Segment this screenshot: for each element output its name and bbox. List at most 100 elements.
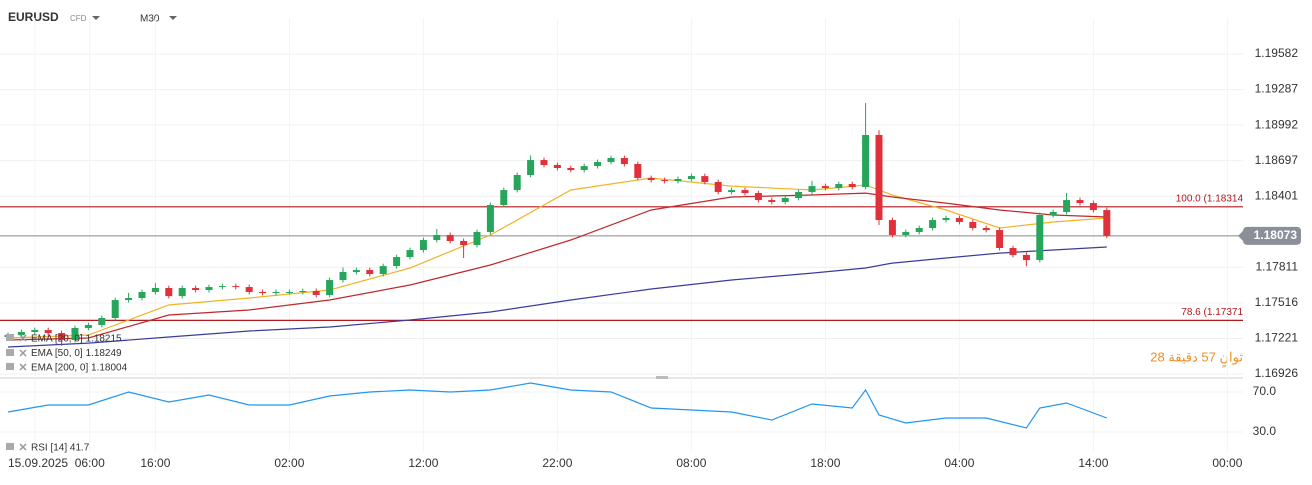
x-tick-label: 14:00 [1078,456,1108,470]
candle-body [393,257,401,267]
ema-line [7,192,1107,341]
candle-body [929,220,937,228]
candle-body [98,318,106,325]
candle-body [808,186,816,192]
candle-body [1049,211,1057,215]
candle-body [540,160,548,165]
candle-body [473,231,481,245]
plot-layer [0,18,1243,452]
candle-body [299,291,307,293]
candle-body [285,291,293,293]
rsi-tick-label: 30.0 [1253,424,1277,438]
candle-body [111,300,119,318]
candle-body [674,178,682,182]
y-tick-label: 1.17516 [1255,295,1299,309]
x-tick-label: 15.09.2025 [8,456,68,470]
candle-body [768,200,776,202]
candle-body [165,288,173,297]
candle-body [942,218,950,221]
candle-body [245,287,253,292]
candle-body [192,288,200,291]
candle-body [366,270,374,275]
candle-body [259,291,267,294]
candle-body [84,324,92,328]
x-tick-label: 08:00 [676,456,706,470]
y-tick-label: 1.16926 [1255,366,1299,380]
candle-body [513,174,521,191]
timeframe[interactable]: M30 [140,14,160,25]
candle-body [821,186,829,188]
x-tick-label: 18:00 [810,456,840,470]
y-tick-label: 1.17221 [1255,331,1299,345]
candle-body [754,193,762,201]
ema-line [7,246,1107,348]
x-tick-label: 00:00 [1212,456,1242,470]
candle-body [446,234,454,242]
current-price-badge [1243,226,1301,245]
candle-body [500,190,508,205]
rsi-line [7,382,1108,429]
legend-icon[interactable] [6,363,14,370]
candle-body [1063,200,1071,212]
legend-icons [6,334,27,451]
candle-body [567,168,575,171]
candle-body [888,220,896,235]
current-price-label: 1.18073 [1254,228,1298,242]
candle-body [419,240,427,251]
candle-body [955,218,963,222]
candle-body [915,228,923,232]
y-tick-label: 1.19287 [1255,82,1299,96]
candle-body [848,184,856,188]
candle-body [205,287,213,291]
y-tick-label: 1.18992 [1255,117,1299,131]
candle-body [151,288,159,292]
candle-body [460,241,468,245]
x-tick-label: 02:00 [274,456,304,470]
candle-body [875,134,883,221]
legend-icon[interactable] [6,349,14,356]
candle-body [272,291,280,294]
candle-body [17,331,25,335]
x-tick-label: 04:00 [944,456,974,470]
x-tick-label: 22:00 [542,456,572,470]
legend-entry: EMA [50, 0] 1.18249 [31,348,122,359]
x-tick-label: 06:00 [75,456,105,470]
y-tick-label: 1.18401 [1255,188,1299,202]
legend-entry: EMA [200, 0] 1.18004 [31,363,128,374]
fib-level-label: 78.6 (1.17371 [1181,307,1243,318]
candle-body [741,190,749,194]
candle-body [553,164,561,168]
legend-icon[interactable] [6,443,14,450]
symbol-dropdown[interactable] [92,16,100,20]
candle-body [44,330,52,334]
candle-body [607,158,615,162]
y-tick-label: 1.19582 [1255,46,1299,60]
y-tick-label: 1.17811 [1256,260,1299,274]
candle-body [31,330,39,332]
candle-body [687,176,695,179]
candle-body [138,291,146,298]
pane-resize-handle[interactable] [656,376,668,379]
candle-body [58,333,66,341]
candle-body [178,288,186,297]
symbol[interactable]: EURUSD [8,10,59,24]
candle-body [969,221,977,228]
candle-body [352,270,360,272]
candle-body [647,178,655,181]
instrument-type: CFD [70,14,87,23]
candle-body [218,286,226,288]
candle-body [1076,200,1084,204]
legend-icon[interactable] [6,334,14,341]
candle-body [1022,254,1030,261]
candle-body [728,190,736,192]
candle-body [714,181,722,192]
candle-body [486,204,494,232]
candle-body [1009,248,1017,255]
current-price-pointer [1238,230,1243,241]
legend-remove[interactable] [19,334,27,451]
candle-body [1103,210,1111,236]
legend-entry: EMA [20, 0] 1.18215 [31,334,122,345]
candle-body [701,176,709,182]
timeframe-dropdown[interactable] [169,16,177,20]
